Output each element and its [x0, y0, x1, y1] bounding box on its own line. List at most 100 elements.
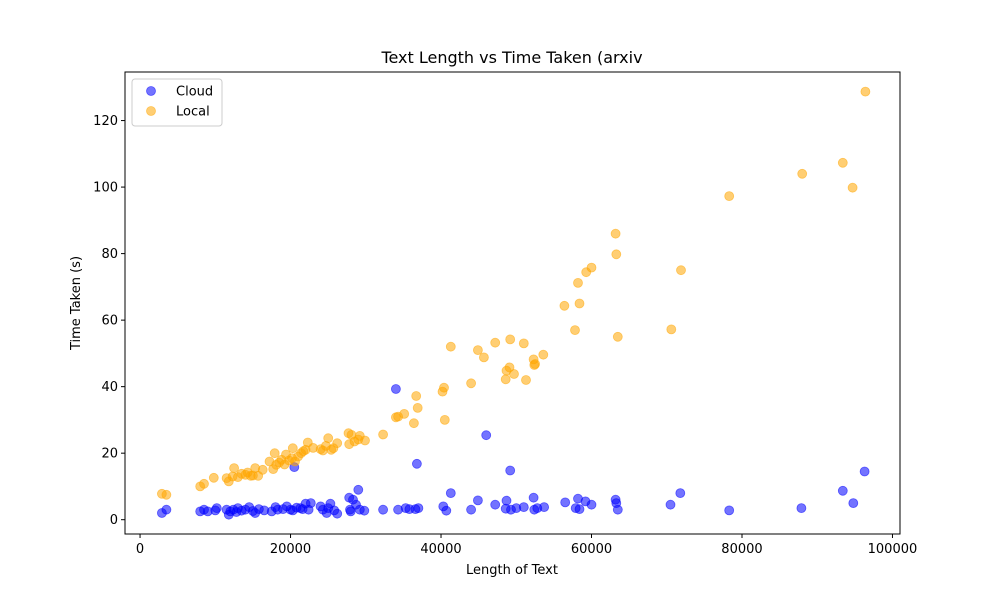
chart-marks: [156, 86, 871, 520]
data-point: [518, 502, 529, 513]
data-point: [305, 498, 316, 509]
data-point: [505, 465, 516, 476]
data-point: [269, 448, 280, 459]
x-tick-label: 20000: [270, 542, 311, 557]
data-point: [161, 489, 172, 500]
x-axis-label: Length of Text: [466, 563, 558, 578]
data-point: [472, 345, 483, 356]
x-tick-label: 0: [136, 542, 144, 557]
data-point: [560, 497, 571, 508]
chart-legend: Cloud Local: [131, 78, 223, 127]
legend-marker-local: [146, 106, 156, 116]
data-point: [378, 504, 389, 515]
data-point: [837, 157, 848, 168]
series-cloud: [156, 384, 870, 520]
data-point: [724, 505, 735, 516]
data-point: [500, 374, 511, 385]
data-point: [390, 384, 401, 394]
data-point: [408, 418, 419, 429]
data-point: [161, 504, 172, 515]
data-point: [612, 331, 623, 342]
data-point: [666, 324, 677, 335]
data-point: [332, 438, 343, 449]
x-tick-label: 100000: [868, 542, 918, 557]
data-point: [538, 349, 549, 360]
data-point: [229, 463, 240, 474]
data-point: [466, 378, 477, 389]
data-point: [359, 505, 370, 516]
data-point: [860, 86, 871, 97]
plot-frame: [124, 71, 901, 535]
data-point: [530, 359, 540, 369]
series-local: [156, 86, 871, 500]
data-point: [257, 464, 268, 475]
data-point: [490, 499, 501, 510]
data-point: [539, 502, 549, 513]
y-tick-label: 100: [93, 181, 118, 196]
data-point: [413, 503, 424, 514]
data-point: [360, 435, 370, 446]
x-tick-label: 40000: [420, 542, 461, 557]
data-point: [573, 277, 583, 288]
data-point: [445, 341, 456, 352]
data-point: [501, 495, 512, 506]
data-point: [521, 375, 531, 385]
data-point: [586, 499, 597, 510]
data-point: [332, 508, 343, 519]
data-point: [675, 488, 686, 499]
data-point: [665, 499, 676, 510]
y-tick-label: 60: [101, 314, 118, 329]
data-point: [353, 484, 364, 495]
data-point: [518, 338, 529, 349]
data-point: [611, 249, 622, 260]
legend-label-cloud: Cloud: [176, 85, 213, 100]
x-tick-label: 60000: [571, 542, 612, 557]
legend-label-local: Local: [176, 105, 210, 120]
data-point: [559, 300, 570, 311]
data-point: [570, 325, 580, 336]
data-point: [676, 265, 686, 276]
y-tick-label: 80: [101, 247, 118, 262]
data-point: [441, 505, 452, 516]
data-point: [439, 382, 449, 393]
data-point: [509, 369, 519, 379]
data-point: [323, 433, 334, 444]
data-point: [378, 429, 389, 440]
data-point: [439, 414, 450, 425]
y-tick-label: 120: [93, 114, 118, 129]
chart-title: Text Length vs Time Taken (arxiv: [380, 48, 642, 67]
data-point: [859, 466, 870, 477]
data-point: [412, 402, 423, 413]
data-point: [472, 495, 483, 506]
y-tick-label: 0: [110, 513, 118, 528]
data-point: [848, 498, 859, 509]
data-point: [411, 391, 422, 401]
data-point: [199, 478, 209, 489]
data-point: [724, 191, 735, 202]
data-point: [574, 504, 585, 515]
data-point: [466, 504, 477, 515]
data-point: [574, 298, 585, 309]
data-point: [847, 182, 858, 193]
data-point: [505, 334, 516, 345]
data-point: [586, 262, 597, 273]
data-point: [528, 492, 539, 503]
data-point: [612, 504, 623, 515]
y-tick-label: 20: [101, 447, 118, 462]
data-point: [411, 458, 422, 469]
data-point: [399, 408, 410, 419]
data-point: [208, 472, 219, 483]
data-point: [345, 506, 356, 517]
data-point: [445, 488, 456, 499]
data-point: [481, 430, 492, 441]
data-point: [797, 168, 808, 179]
data-point: [287, 443, 298, 454]
data-point: [211, 503, 222, 514]
data-point: [478, 352, 489, 363]
data-point: [837, 485, 848, 496]
data-point: [796, 503, 807, 514]
legend-marker-cloud: [146, 86, 156, 96]
data-point: [490, 337, 501, 348]
